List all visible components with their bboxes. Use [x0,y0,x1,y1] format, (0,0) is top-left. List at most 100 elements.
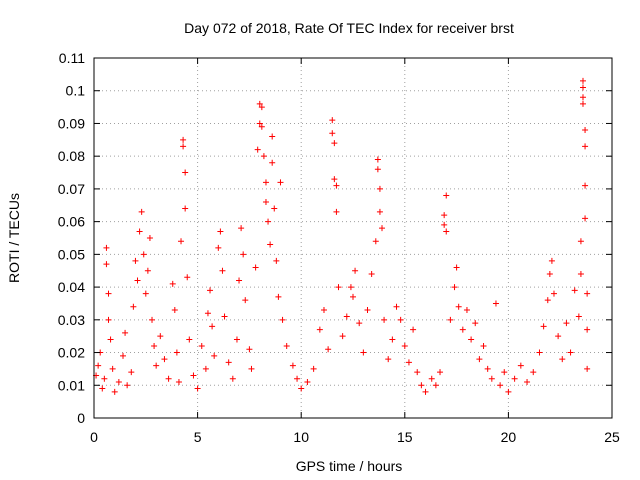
data-point [492,300,499,307]
data-point [99,385,106,392]
data-point [505,388,512,395]
data-point [165,375,172,382]
data-point [584,290,591,297]
data-point [178,238,185,245]
y-tick-label: 0.05 [58,246,85,262]
data-point [381,316,388,323]
data-point [579,77,586,84]
data-point [175,379,182,385]
data-point [248,365,255,372]
data-point [198,343,205,349]
data-point [329,130,336,137]
x-tick-label: 10 [293,429,309,445]
y-tick-label: 0.11 [59,50,85,66]
data-point [325,346,332,353]
data-point [546,271,553,277]
data-point [331,140,338,147]
data-point [298,385,305,392]
data-point [310,365,317,372]
data-point [142,290,149,297]
data-point [447,316,454,323]
data-point [339,333,346,340]
data-point [441,221,448,228]
data-point [418,382,425,389]
data-point [111,388,118,395]
data-point [451,284,458,291]
x-axis-label: GPS time / hours [296,458,403,474]
data-point [138,208,145,215]
data-point [577,238,584,245]
data-point [320,307,327,313]
data-point [536,349,543,356]
data-points [93,77,591,395]
data-point [215,244,222,251]
y-axis-label: ROTI / TECUs [6,193,22,283]
data-point [517,362,524,369]
data-point [443,228,450,235]
data-point [171,307,178,313]
data-point [563,320,570,327]
data-point [385,356,392,363]
y-tick-label: 0.01 [58,377,85,393]
data-point [236,277,243,284]
data-point [258,104,265,111]
data-point [180,136,187,143]
data-point [364,307,371,313]
data-point [107,336,114,343]
data-point [254,146,261,153]
data-point [459,326,466,333]
data-point [103,261,110,268]
data-point [530,369,537,376]
data-point [122,329,129,336]
data-point [579,100,586,107]
data-point [204,310,211,317]
data-point [267,241,274,248]
data-point [356,320,363,327]
data-point [582,127,589,133]
x-tick-label: 20 [501,429,517,445]
data-point [289,362,296,369]
data-point [501,369,508,376]
data-point [511,375,518,382]
data-point [443,192,450,199]
data-point [350,293,356,300]
data-point [437,369,444,376]
data-point [463,307,470,313]
data-point [376,208,383,215]
y-tick-label: 0 [77,410,85,426]
data-point [229,375,236,382]
data-point [202,365,209,372]
data-point [134,277,141,284]
x-tick-label: 15 [397,429,413,445]
x-tick-labels: 0 5 10 15 20 25 [90,429,620,445]
data-point [368,271,375,277]
data-point [480,343,487,349]
data-point [161,356,168,363]
data-point [186,336,193,343]
data-point [432,382,439,389]
data-point [225,359,232,366]
data-point [146,235,153,241]
data-point [582,182,589,189]
data-point [262,179,269,186]
data-point [169,280,176,287]
data-point [219,267,226,274]
x-tick-label: 25 [604,429,620,445]
data-point [379,225,386,232]
data-point [240,251,247,258]
data-point [115,379,122,385]
data-point [246,346,253,353]
data-point [548,257,555,264]
data-point [333,182,340,189]
data-point [265,218,272,225]
data-point [277,179,284,186]
data-point [571,287,578,294]
x-tick-label: 5 [194,429,202,445]
data-point [256,100,263,107]
data-point [374,156,381,163]
data-point [497,382,504,389]
data-point [584,365,591,372]
data-point [577,271,584,277]
data-point [428,375,435,382]
